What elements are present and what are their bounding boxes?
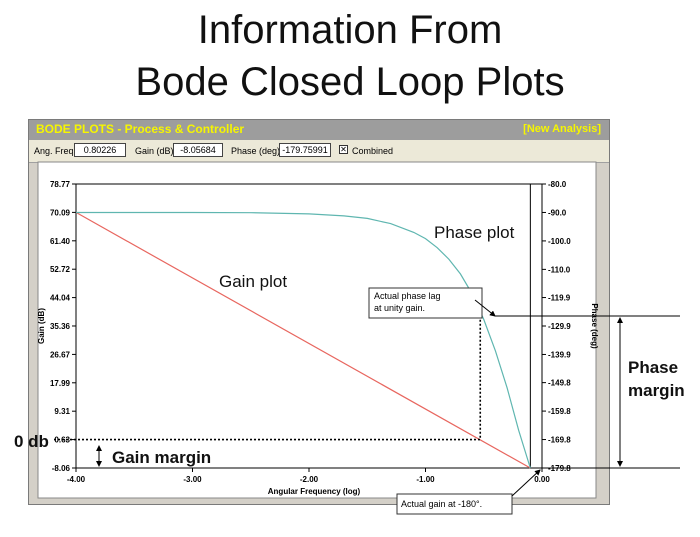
- left-tick-label: 26.67: [50, 350, 71, 359]
- chart-background: [37, 161, 597, 499]
- readout-toolbar: Ang. Freq. Gain (dB) Phase (deg) ✕ Combi…: [29, 140, 609, 163]
- zero-db-annotation: 0 db: [14, 432, 49, 451]
- phase-plot-annotation: Phase plot: [434, 223, 515, 242]
- right-tick-label: -139.9: [548, 350, 571, 359]
- left-tick-label: 44.04: [50, 294, 71, 303]
- right-tick-label: -110.0: [548, 265, 571, 274]
- phase-series-line: [76, 211, 531, 469]
- ang-freq-field[interactable]: [74, 143, 126, 157]
- phase-field[interactable]: [279, 143, 331, 157]
- left-tick-label: 52.72: [50, 265, 71, 274]
- right-tick-label: -100.0: [548, 237, 571, 246]
- gain-series-line: [75, 211, 531, 469]
- phase-margin-annotation-line1: Phase: [628, 358, 678, 377]
- right-tick-label: -159.8: [548, 407, 571, 416]
- y-axis-right-label: Phase (deg): [590, 303, 599, 349]
- phase-lag-callout-box: [368, 287, 483, 319]
- left-tick-label: 35.36: [50, 322, 71, 331]
- gain-plot-annotation: Gain plot: [219, 272, 287, 291]
- left-tick-label: 17.99: [50, 379, 71, 388]
- phase-margin-annotation-line2: margin: [628, 381, 685, 400]
- phase-lag-callout-line2: at unity gain.: [374, 303, 425, 313]
- phase-label: Phase (deg): [231, 146, 281, 156]
- left-tick-label: -8.06: [52, 464, 71, 473]
- ang-freq-label: Ang. Freq.: [34, 146, 77, 156]
- left-tick-label: 61.40: [50, 237, 71, 246]
- phase-lag-callout-line1: Actual phase lag: [374, 291, 441, 301]
- combined-label: Combined: [352, 146, 394, 156]
- x-tick-label: -3.00: [183, 475, 202, 484]
- left-tick-label: 78.77: [50, 180, 71, 189]
- right-tick-label: -90.0: [548, 208, 567, 217]
- x-tick-label: -4.00: [67, 475, 86, 484]
- x-tick-label: -1.00: [416, 475, 435, 484]
- right-tick-label: -119.9: [548, 294, 571, 303]
- left-tick-label: 9.31: [54, 407, 70, 416]
- actual-gain-callout-box: [396, 493, 513, 515]
- actual-gain-callout-arrow: [511, 469, 541, 497]
- slide-title-line1: Information From: [197, 8, 503, 52]
- x-tick-label: -2.00: [300, 475, 319, 484]
- gain-label: Gain (dB): [135, 146, 174, 156]
- window-titlebar: BODE PLOTS - Process & Controller [New A…: [29, 120, 609, 140]
- gain-field[interactable]: [173, 143, 223, 157]
- right-tick-label: -129.9: [548, 322, 571, 331]
- y-axis-left-label: Gain (dB): [37, 308, 46, 344]
- right-tick-label: -80.0: [548, 180, 567, 189]
- right-tick-label: -169.8: [548, 436, 571, 445]
- gain-margin-annotation: Gain margin: [112, 448, 211, 467]
- actual-gain-callout-text: Actual gain at -180°.: [401, 499, 482, 509]
- x-axis-label: Angular Frequency (log): [268, 487, 361, 496]
- slide-title-line2: Bode Closed Loop Plots: [135, 60, 565, 104]
- x-tick-label: 0.00: [534, 475, 550, 484]
- left-tick-label: 70.09: [50, 208, 71, 217]
- combined-checkbox[interactable]: ✕: [339, 145, 348, 154]
- right-tick-label: -149.8: [548, 379, 571, 388]
- new-analysis-button[interactable]: [New Analysis]: [523, 123, 601, 135]
- window-title: BODE PLOTS - Process & Controller: [36, 122, 245, 136]
- phase-lag-callout-arrow: [474, 299, 496, 317]
